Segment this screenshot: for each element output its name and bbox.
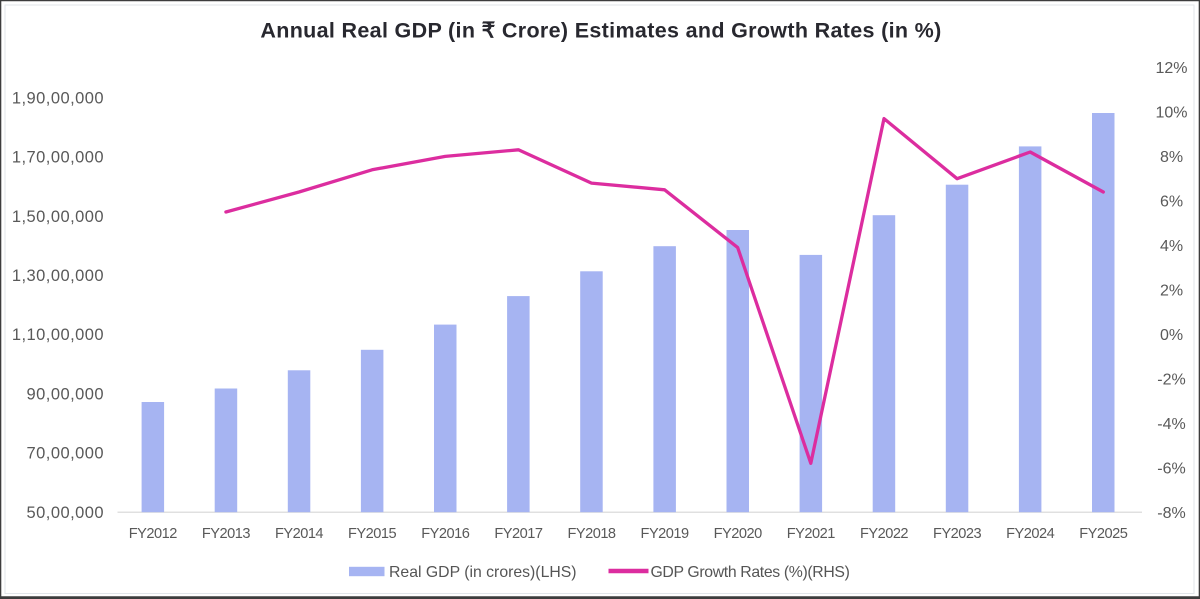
svg-text:-6%: -6%: [1157, 460, 1185, 477]
svg-text:12%: 12%: [1155, 60, 1187, 77]
svg-text:FY2017: FY2017: [494, 526, 542, 542]
svg-text:FY2022: FY2022: [860, 526, 908, 542]
svg-text:1,70,00,000: 1,70,00,000: [12, 149, 104, 167]
svg-text:FY2018: FY2018: [567, 526, 615, 542]
svg-text:2%: 2%: [1160, 283, 1183, 300]
svg-text:10%: 10%: [1155, 105, 1187, 122]
svg-text:4%: 4%: [1160, 238, 1183, 255]
svg-text:FY2016: FY2016: [421, 526, 469, 542]
svg-text:8%: 8%: [1160, 149, 1183, 166]
svg-text:1,50,00,000: 1,50,00,000: [12, 208, 104, 226]
svg-text:FY2023: FY2023: [933, 526, 981, 542]
svg-text:FY2025: FY2025: [1079, 526, 1127, 542]
svg-text:FY2014: FY2014: [275, 526, 323, 542]
svg-text:1,30,00,000: 1,30,00,000: [12, 267, 104, 285]
svg-text:0%: 0%: [1160, 327, 1183, 344]
svg-text:FY2019: FY2019: [641, 526, 689, 542]
svg-text:-2%: -2%: [1157, 371, 1185, 388]
svg-text:1,90,00,000: 1,90,00,000: [12, 89, 104, 107]
svg-text:1,10,00,000: 1,10,00,000: [12, 326, 104, 344]
svg-text:FY2020: FY2020: [714, 526, 762, 542]
svg-text:FY2012: FY2012: [129, 526, 177, 542]
svg-text:6%: 6%: [1160, 194, 1183, 211]
svg-text:FY2021: FY2021: [787, 526, 835, 542]
svg-text:-8%: -8%: [1157, 505, 1185, 522]
svg-text:Annual Real GDP (in ₹ Crore) E: Annual Real GDP (in ₹ Crore) Estimates a…: [260, 19, 941, 43]
svg-text:GDP Growth Rates (%)(RHS): GDP Growth Rates (%)(RHS): [651, 564, 850, 581]
svg-text:50,00,000: 50,00,000: [27, 504, 104, 522]
svg-text:Real GDP (in crores)(LHS): Real GDP (in crores)(LHS): [389, 564, 577, 581]
svg-text:90,00,000: 90,00,000: [27, 386, 104, 404]
svg-text:-4%: -4%: [1157, 416, 1185, 433]
svg-text:FY2015: FY2015: [348, 526, 396, 542]
svg-text:FY2024: FY2024: [1006, 526, 1054, 542]
svg-text:70,00,000: 70,00,000: [27, 445, 104, 463]
svg-text:FY2013: FY2013: [202, 526, 250, 542]
